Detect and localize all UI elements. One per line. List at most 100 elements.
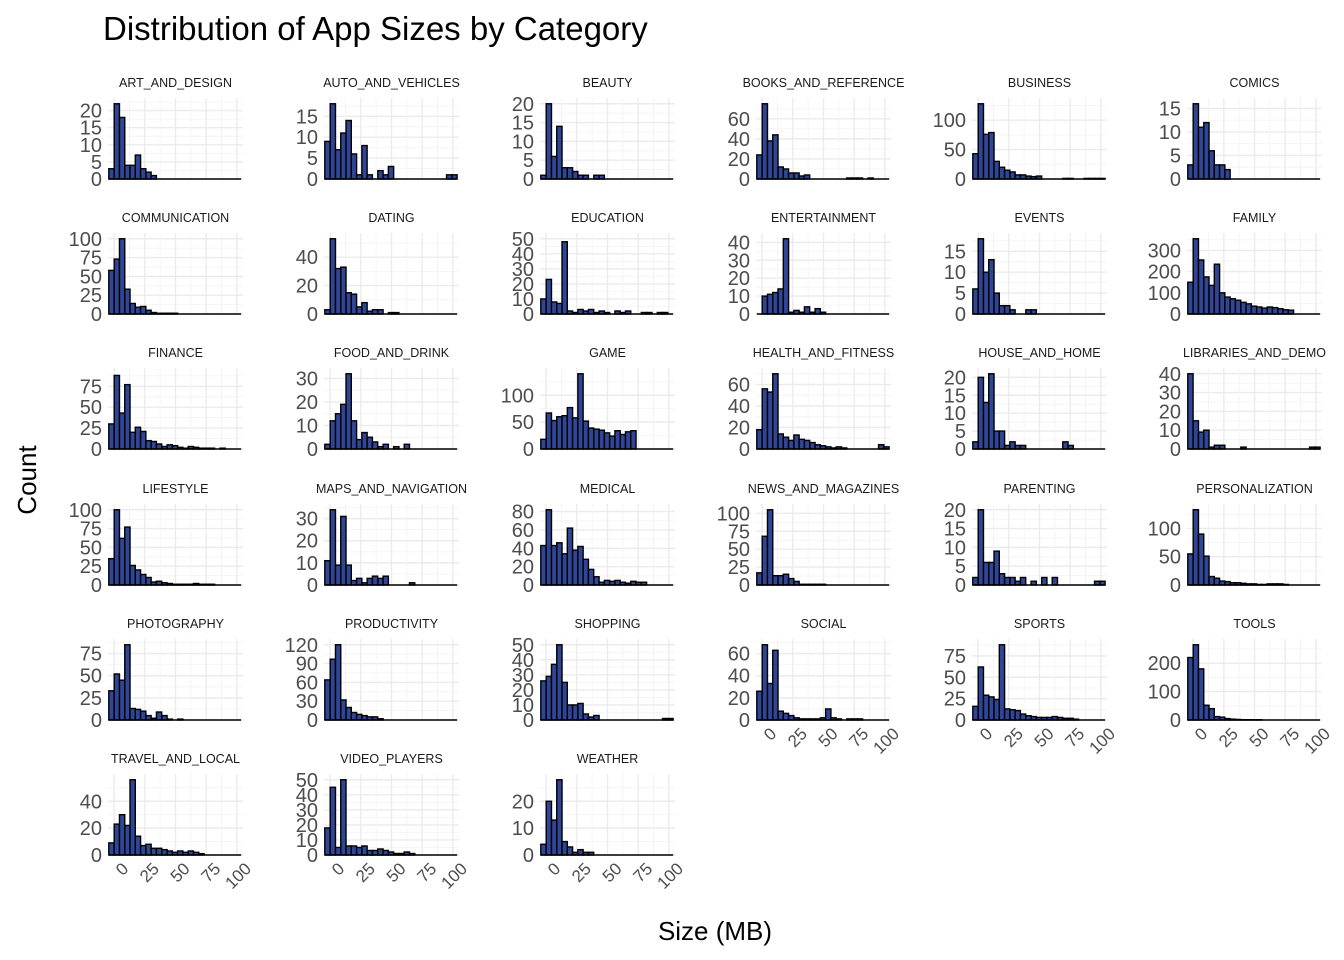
histogram-bar <box>355 306 363 315</box>
histogram-bar <box>993 698 1001 721</box>
histogram-bar <box>566 406 574 450</box>
x-tick-label: 0 <box>976 724 996 744</box>
facet-bars <box>108 779 242 856</box>
facet-bars <box>540 644 674 721</box>
facet-strip-label: COMICS <box>1230 76 1280 90</box>
facet-bars <box>540 779 674 856</box>
histogram-bar <box>1009 576 1016 586</box>
histogram-bar <box>118 679 126 721</box>
y-tick-label: 0 <box>307 710 318 732</box>
histogram-bar <box>756 154 763 180</box>
histogram-bar <box>1197 533 1205 586</box>
y-tick-label: 20 <box>728 688 750 710</box>
histogram-bar <box>355 846 363 856</box>
histogram-bar <box>161 848 168 856</box>
histogram-bar <box>993 550 1001 586</box>
y-tick-label: 40 <box>296 785 318 807</box>
y-tick-label: 0 <box>523 710 534 732</box>
facet-panel: DATING 0 20 40 <box>296 211 459 326</box>
histogram-bar <box>1266 306 1274 315</box>
y-tick-label: 0 <box>955 710 966 732</box>
facet-strip-label: EDUCATION <box>571 211 644 225</box>
y-tick-label: 75 <box>80 519 102 541</box>
histogram-bar <box>561 414 569 450</box>
facet-strip-label: LIBRARIES_AND_DEMO <box>1183 346 1326 360</box>
y-tick-label: 120 <box>285 635 318 657</box>
y-tick-label: 0 <box>307 439 318 461</box>
histogram-bar <box>550 663 558 721</box>
y-tick-label: 200 <box>1148 653 1181 675</box>
histogram-bar <box>334 846 342 856</box>
histogram-bar <box>134 306 142 315</box>
y-tick-label: 15 <box>944 519 966 541</box>
facet-strip-label: WEATHER <box>577 752 639 766</box>
x-tick-label: 100 <box>1301 724 1334 757</box>
facet-strip-label: AUTO_AND_VEHICLES <box>323 76 460 90</box>
histogram-bar <box>124 526 131 586</box>
x-tick-label: 25 <box>136 859 163 886</box>
x-tick-label: 75 <box>846 724 873 751</box>
x-axis-title: Size (MB) <box>658 916 772 946</box>
facet-strip-label: LIFESTYLE <box>143 482 209 496</box>
y-tick-label: 15 <box>944 241 966 263</box>
histogram-bar <box>345 119 353 180</box>
y-tick-label: 75 <box>80 644 102 666</box>
histogram-bar <box>1213 263 1221 315</box>
y-tick-label: 40 <box>512 244 534 266</box>
y-tick-label: 60 <box>728 644 750 666</box>
y-tick-label: 0 <box>1170 169 1181 191</box>
facet-strip-label: PERSONALIZATION <box>1196 482 1312 496</box>
histogram-bar <box>155 711 163 721</box>
histogram-bar <box>587 568 595 586</box>
histogram-bar <box>1203 704 1210 721</box>
histogram-bar <box>129 564 137 586</box>
facet-bars <box>972 373 1106 450</box>
y-tick-label: 25 <box>80 285 102 307</box>
y-tick-label: 0 <box>955 304 966 326</box>
histogram-bar <box>361 301 368 315</box>
histogram-bar <box>134 154 142 180</box>
y-tick-label: 75 <box>728 521 750 543</box>
facet-strip-label: ART_AND_DESIGN <box>119 76 232 90</box>
y-tick-label: 30 <box>512 665 534 687</box>
y-tick-label: 0 <box>307 575 318 597</box>
histogram-bar <box>113 673 121 721</box>
histogram-bar <box>129 779 137 856</box>
histogram-bar <box>324 559 331 586</box>
histogram-bar <box>371 575 379 586</box>
y-tick-label: 5 <box>91 152 102 174</box>
y-tick-label: 0 <box>739 304 750 326</box>
histogram-bar <box>113 374 121 450</box>
histogram-bar <box>1218 292 1226 315</box>
histogram-bar <box>561 553 569 586</box>
histogram-bar <box>577 373 584 450</box>
histogram-bar <box>1245 303 1253 315</box>
facet-strip-label: COMMUNICATION <box>122 211 229 225</box>
histogram-bar <box>1003 304 1011 315</box>
histogram-bar <box>566 167 574 180</box>
x-tick-label: 0 <box>544 859 564 879</box>
facet-bars <box>540 241 674 315</box>
y-tick-label: 5 <box>955 556 966 578</box>
facet-strip-label: SHOPPING <box>575 617 641 631</box>
y-tick-label: 300 <box>1148 240 1181 262</box>
histogram-bar <box>155 443 163 450</box>
histogram-bar <box>1040 576 1048 586</box>
y-tick-label: 50 <box>1159 547 1181 569</box>
histogram-bar <box>1187 281 1194 315</box>
facet-bars <box>324 509 458 586</box>
y-tick-label: 50 <box>296 770 318 792</box>
histogram-bar <box>593 576 600 586</box>
histogram-bar <box>1019 576 1027 586</box>
histogram-bar <box>550 419 558 450</box>
histogram-bar <box>809 441 816 450</box>
histogram-bar <box>1192 238 1200 315</box>
facet-strip-label: BOOKS_AND_REFERENCE <box>743 76 905 90</box>
y-tick-label: 100 <box>1148 283 1181 305</box>
histogram-bar <box>345 706 353 721</box>
histogram-bar <box>113 258 121 315</box>
histogram-bar <box>977 666 985 721</box>
y-tick-label: 50 <box>80 537 102 559</box>
